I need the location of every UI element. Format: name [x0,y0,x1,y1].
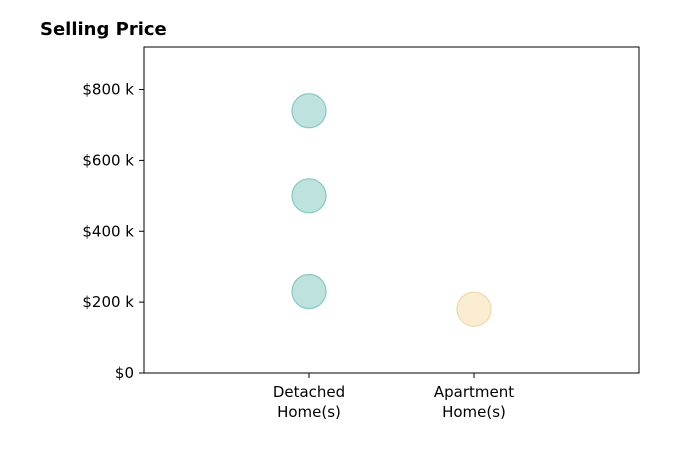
points-layer [291,93,492,327]
axes: $0 $200 k $400 k $600 k $800 k Detached Home(s… [82,46,640,421]
plot-frame [143,46,640,374]
y-tick-label: $800 k [82,81,134,99]
data-point [291,178,327,214]
chart-title: Selling Price [40,19,167,40]
x-tick-label: Apartment Home(s) [434,383,514,421]
y-tick-label: $600 k [82,151,134,169]
y-tick-label: $0 [115,364,134,382]
y-tick-label: $200 k [82,293,134,311]
data-point [456,291,492,327]
data-point [291,273,327,310]
data-point [291,93,327,129]
y-tick-label: $400 k [82,222,134,240]
x-tick-label: Detached Home(s) [273,383,345,421]
